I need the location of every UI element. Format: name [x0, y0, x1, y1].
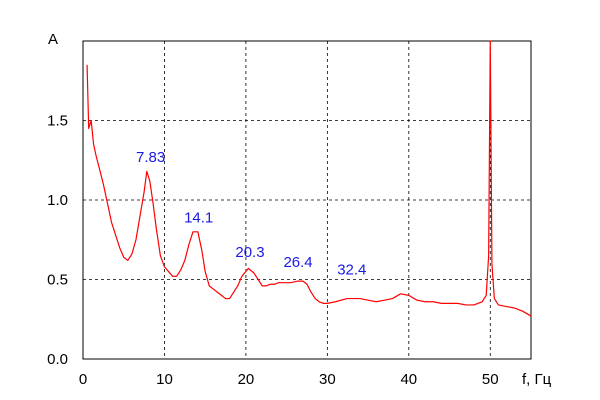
x-tick-label: 20	[238, 371, 255, 388]
y-tick-label: 0.0	[47, 351, 68, 368]
peak-label: 26.4	[283, 254, 312, 271]
x-tick-label: 10	[156, 371, 173, 388]
peak-labels: 7.83 14.1 20.3 26.4 32.4	[136, 149, 366, 279]
y-axis-label: A	[48, 31, 58, 48]
y-tick-labels: 0.0 0.5 1.0 1.5	[47, 113, 68, 369]
x-tick-label: 50	[482, 371, 499, 388]
y-tick-label: 1.5	[47, 113, 68, 130]
series-line	[86, 40, 532, 317]
y-tick-label: 1.0	[47, 192, 68, 209]
y-tick-label: 0.5	[47, 272, 68, 289]
x-tick-label: 30	[319, 371, 336, 388]
x-axis-label: f, Гц	[522, 371, 552, 388]
peak-label: 32.4	[337, 262, 366, 279]
plot-frame	[82, 40, 532, 360]
peak-label: 7.83	[136, 149, 165, 166]
peak-label: 14.1	[184, 209, 213, 226]
x-tick-label: 0	[79, 371, 87, 388]
grid-lines	[83, 41, 531, 359]
x-tick-labels: 0 10 20 30 40 50	[79, 371, 499, 388]
peak-label: 20.3	[235, 244, 264, 261]
x-tick-label: 40	[400, 371, 417, 388]
